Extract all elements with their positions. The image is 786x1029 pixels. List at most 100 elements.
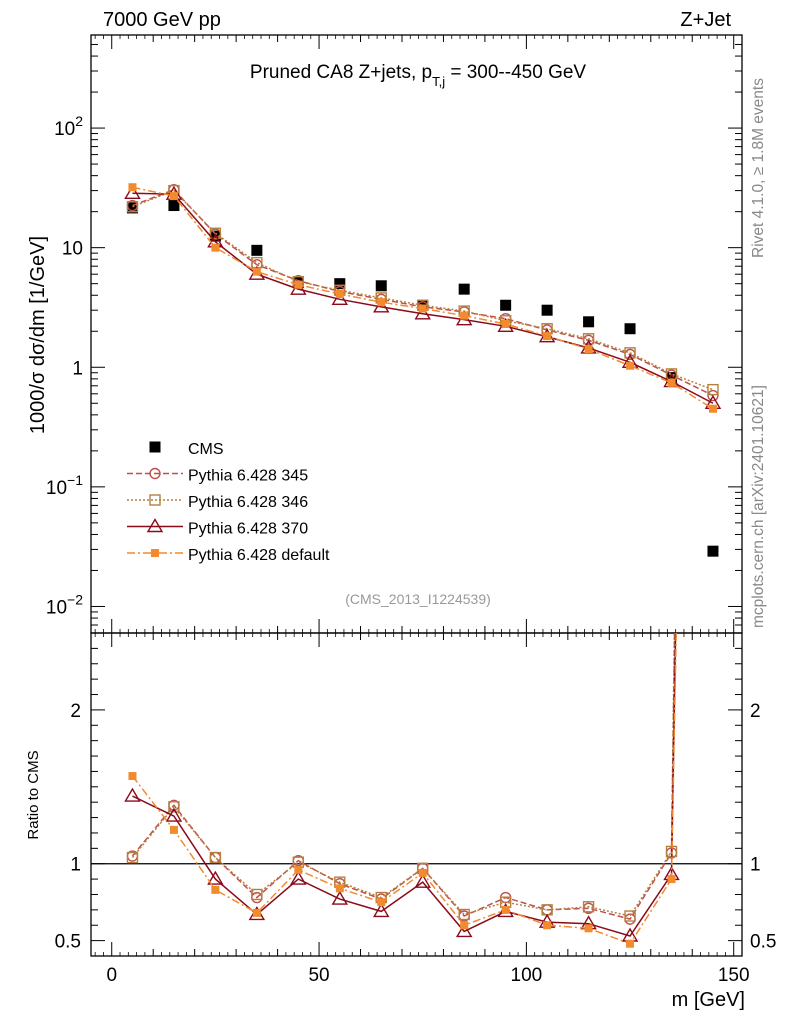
y-tick-label-exponent: −1 (67, 472, 83, 488)
chart-title-main: Pruned CA8 Z+jets, p (250, 62, 432, 83)
ratio-point (455, 923, 473, 938)
legend-marker (151, 549, 159, 557)
legend-entry: Pythia 6.428 370 (127, 518, 308, 538)
ratio-frame (90, 632, 743, 957)
data-point (584, 345, 593, 354)
ratio-y-tick-label-left: 2 (70, 701, 81, 722)
ratio-point (331, 890, 349, 905)
legend-entry: Pythia 6.428 345 (127, 468, 308, 485)
y-tick-label: 10−1 (46, 472, 83, 499)
header-energy-label: 7000 GeV pp (103, 9, 221, 31)
y-tick-label: 10−2 (46, 591, 83, 618)
ratio-y-tick-label-right: 0.5 (750, 932, 776, 953)
ratio-point (582, 901, 595, 913)
legend-entry: Pythia 6.428 346 (127, 494, 308, 511)
legend-entry: CMS (149, 441, 224, 458)
rivet-version-label: Rivet 4.1.0, ≥ 1.8M events (750, 78, 767, 258)
y-tick-label-base: 10 (46, 597, 67, 618)
data-point (666, 372, 678, 384)
header-process-label: Z+Jet (680, 9, 731, 31)
analysis-id-label: (CMS_2013_I1224539) (345, 591, 491, 607)
data-point (626, 361, 635, 370)
legend-label: CMS (188, 441, 224, 458)
legend-label: Pythia 6.428 345 (188, 468, 308, 485)
ratio-point (458, 908, 470, 921)
chart-title-subscript: T,j (432, 74, 445, 89)
ratio-point (251, 888, 263, 901)
ratio-point (584, 924, 593, 933)
chart-title-rest: = 300--450 GeV (445, 62, 586, 83)
main-series-group (124, 183, 722, 557)
series-line (132, 192, 714, 404)
data-point (541, 304, 553, 316)
ratio-point (165, 807, 183, 822)
series-pythia-6-428-default (128, 183, 717, 413)
data-point (375, 280, 387, 292)
ratio-point (169, 825, 178, 834)
ratio-point (460, 921, 469, 930)
ratio-point (290, 870, 307, 885)
main-y-axis-label: 1000/σ dσ/dm [1/GeV] (27, 236, 49, 434)
y-tick-label: 1 (72, 358, 83, 379)
x-tick-label: 50 (308, 965, 329, 986)
data-point (543, 332, 552, 341)
x-tick-label: 150 (718, 965, 750, 986)
data-point (707, 389, 719, 402)
y-tick-label-exponent: 2 (75, 113, 83, 129)
legend-marker (149, 494, 161, 506)
data-point (334, 278, 346, 290)
data-point (583, 316, 595, 328)
data-point (414, 305, 431, 320)
ratio-point (414, 873, 431, 888)
ratio-point (335, 884, 344, 893)
data-point (252, 267, 261, 276)
ratio-point (207, 870, 224, 885)
data-point (624, 347, 636, 359)
data-point (168, 200, 180, 212)
legend-entry: Pythia 6.428 default (127, 547, 330, 564)
data-point (460, 311, 469, 320)
ratio-point (252, 908, 261, 917)
data-point (169, 192, 178, 201)
chart-title: Pruned CA8 Z+jets, pT,j = 300--450 GeV (250, 62, 587, 89)
legend-marker (146, 518, 164, 533)
ratio-series-pythia-6-428-default (128, 633, 677, 948)
ratio-point (124, 787, 141, 802)
legend-label: Pythia 6.428 346 (188, 494, 308, 511)
data-point (582, 333, 595, 345)
data-point (708, 404, 717, 413)
ratio-y-axis-label: Ratio to CMS (25, 750, 42, 839)
x-axis-label: m [GeV] (672, 989, 745, 1011)
legend: CMS Pythia 6.428 345 Pythia 6.428 346 Pythi… (127, 441, 330, 564)
ratio-series-group (124, 633, 680, 948)
ratio-series-line (131, 633, 676, 917)
ratio-y-tick-label-left: 1 (70, 855, 81, 876)
ratio-point (543, 921, 552, 930)
data-point (707, 545, 719, 557)
data-point (667, 378, 676, 387)
data-point (331, 290, 349, 306)
ratio-point (294, 865, 303, 874)
mcplots-source-label: mcplots.cern.ch [arXiv:2401.10621] (750, 385, 767, 628)
data-point (126, 201, 139, 213)
legend-label: Pythia 6.428 370 (188, 521, 308, 538)
y-tick-label-base: 10 (54, 119, 75, 140)
ratio-point (128, 772, 137, 781)
ratio-point (418, 868, 427, 877)
data-point (458, 283, 470, 295)
legend-marker (149, 441, 161, 453)
data-point (500, 299, 512, 311)
ratio-point (626, 939, 635, 948)
data-point (211, 243, 220, 252)
series-line (132, 189, 714, 391)
ratio-point (211, 885, 220, 894)
ratio-point (126, 851, 139, 864)
data-point (128, 183, 137, 192)
x-tick-label: 0 (106, 965, 117, 986)
ratio-point (501, 905, 510, 914)
ratio-y-tick-label-left: 0.5 (55, 932, 81, 953)
data-point (624, 323, 636, 335)
